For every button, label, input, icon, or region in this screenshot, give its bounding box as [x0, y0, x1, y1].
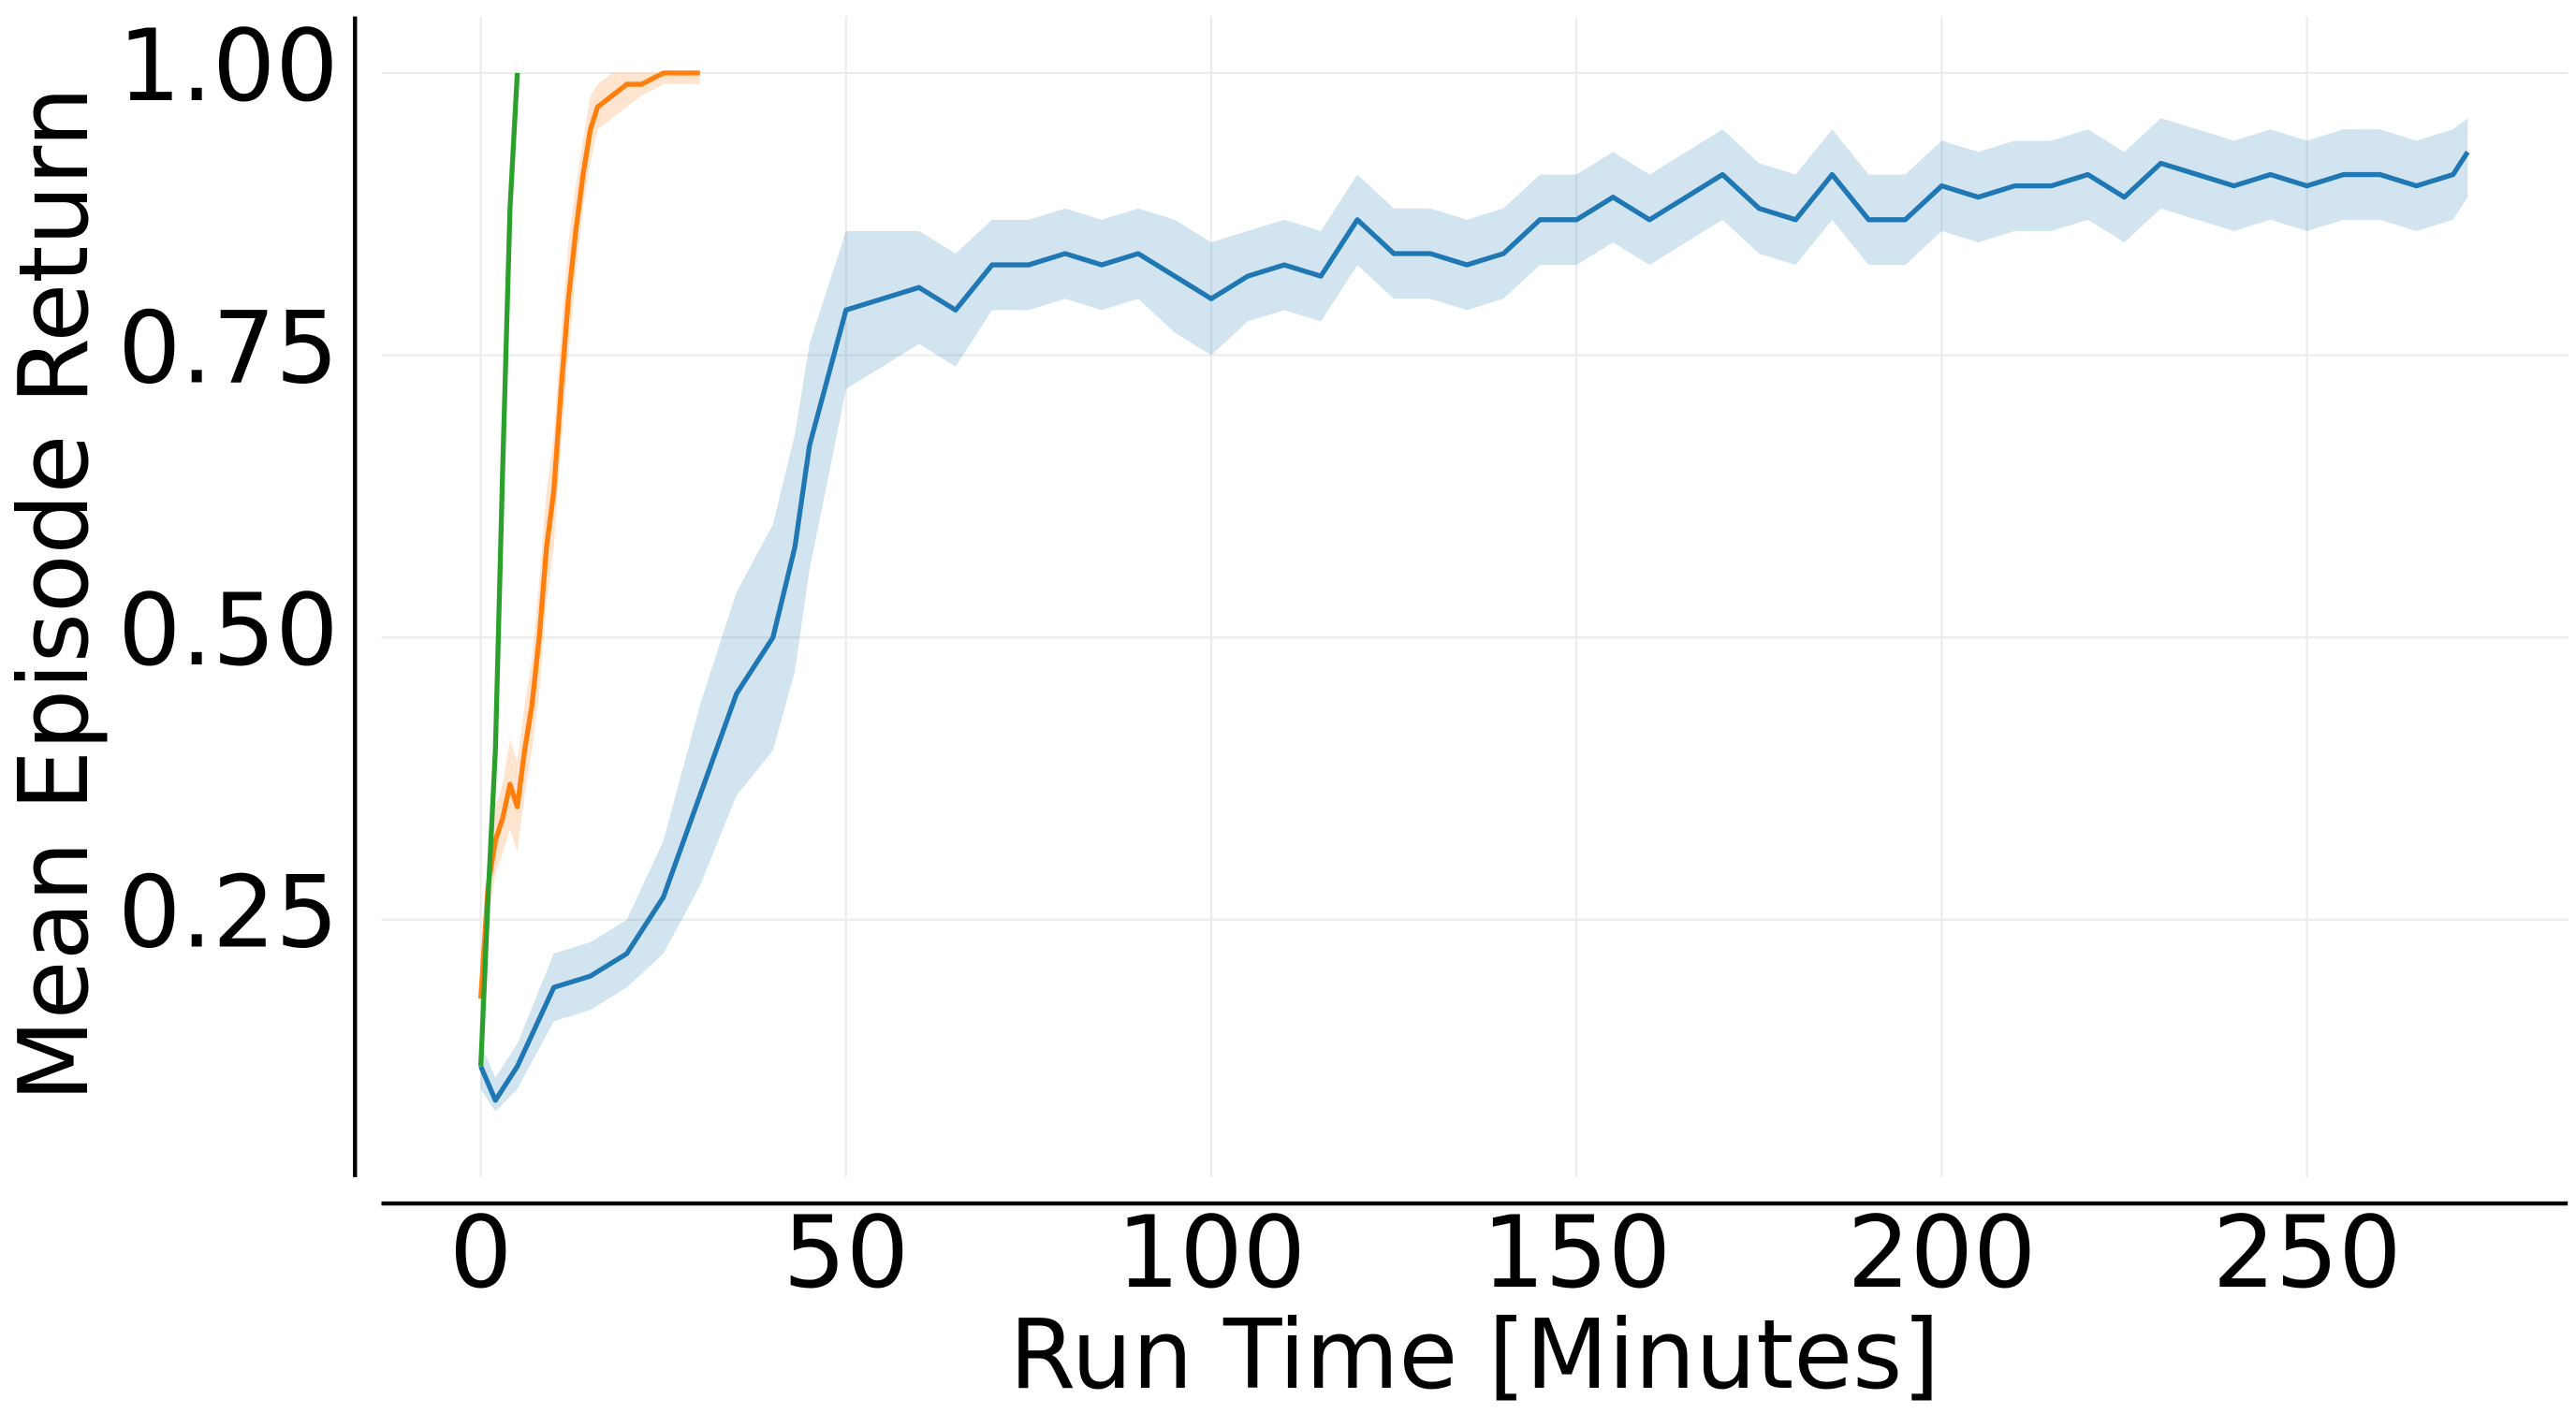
- x-tick-label: 50: [783, 1195, 909, 1310]
- y-tick-label: 0.25: [118, 855, 339, 970]
- x-tick-label: 100: [1117, 1195, 1306, 1310]
- x-tick-label: 150: [1482, 1195, 1671, 1310]
- x-tick-label: 250: [2213, 1195, 2402, 1310]
- x-tick-label: 200: [1847, 1195, 2036, 1310]
- y-tick-label: 1.00: [118, 8, 339, 124]
- y-axis-label: Mean Episode Return: [0, 87, 110, 1102]
- y-tick-label: 0.50: [118, 573, 339, 688]
- series-line: [477, 72, 520, 1067]
- y-tick-label: 0.75: [118, 290, 339, 405]
- x-tick-label: 0: [449, 1195, 512, 1310]
- series-line: [477, 70, 700, 999]
- confidence-band: [480, 118, 2468, 1112]
- x-axis-label: Run Time [Minutes]: [1009, 1300, 1939, 1411]
- series-line: [478, 150, 2470, 1103]
